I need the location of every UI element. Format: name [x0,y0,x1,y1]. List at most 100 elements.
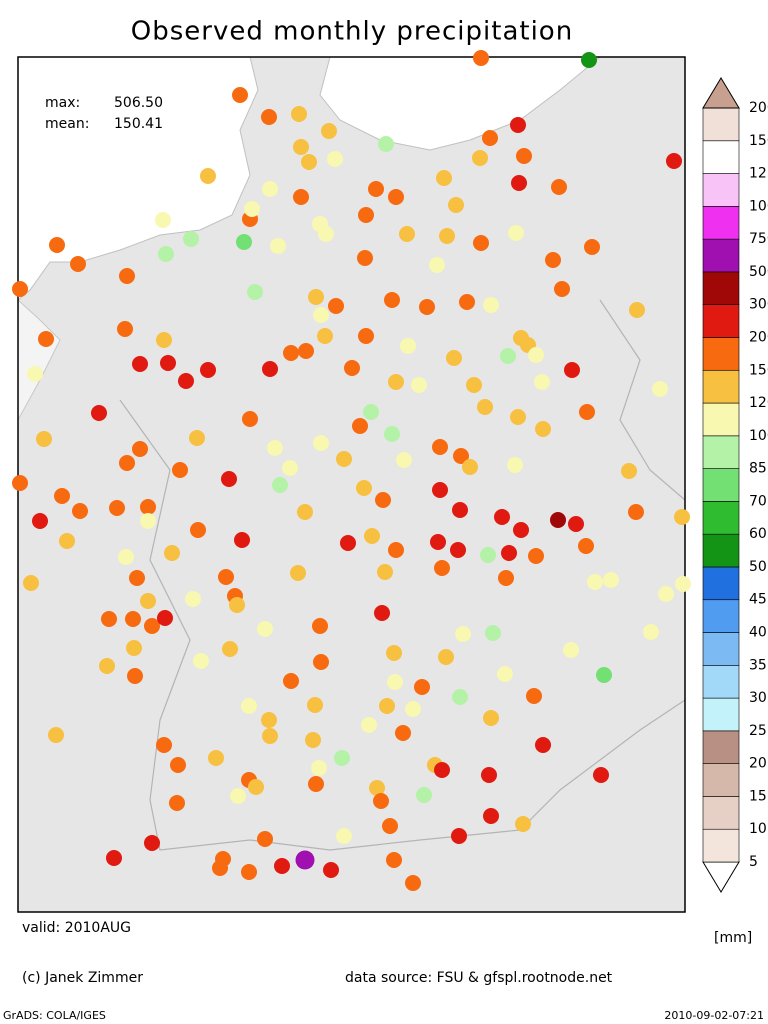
station-dot [293,139,309,155]
title: Observed monthly precipitation [131,17,573,47]
station-dot [545,252,561,268]
colorbar-box [702,435,740,469]
station-dot [432,439,448,455]
colorbar-label: 100 [749,428,768,444]
colorbar-label: 1000 [749,198,768,214]
station-dot [628,504,644,520]
station-dot [674,509,690,525]
station-dot [578,538,594,554]
station-dot [658,586,674,602]
colorbar-box [702,730,740,764]
colorbar-box [702,238,740,273]
station-dot [248,779,264,795]
station-dot [101,611,117,627]
station-dot [72,503,88,519]
station-dot [462,459,478,475]
map-frame [17,56,686,913]
stat-value: 150.41 [114,116,163,132]
station-dot [156,332,172,348]
station-dot [140,593,156,609]
station-dot [621,463,637,479]
station-dot [164,545,180,561]
station-dot [70,256,86,272]
station-dot [144,835,160,851]
station-dot [497,666,513,682]
colorbar-label: 25 [749,723,767,739]
station-dot [262,728,278,744]
station-dot [379,698,395,714]
colorbar-box [702,369,740,404]
station-dot [127,668,143,684]
station-dot [356,480,372,496]
station-dot [472,150,488,166]
border-lines [119,299,686,851]
stat-value: 506.50 [114,95,163,111]
station-dot [23,575,39,591]
station-dot [368,181,384,197]
colorbar-label: 85 [749,461,767,477]
station-dot [400,338,416,354]
colorbar-box [702,697,740,732]
station-dot [160,355,176,371]
station-dot [629,302,645,318]
station-dot [178,373,194,389]
station-dot [581,52,597,68]
colorbar-label: 750 [749,231,768,247]
station-dot [54,488,70,504]
station-dot [414,679,430,695]
colorbar-box [702,271,740,305]
station-dot [439,228,455,244]
stat-label: mean: [45,116,89,132]
colorbar-box [702,796,740,830]
colorbar-label: 120 [749,395,768,411]
station-dot [156,737,172,753]
station-dot [241,698,257,714]
unit: [mm] [714,930,752,946]
station-dot [155,212,171,228]
station-dot [293,189,309,205]
station-dot [311,760,327,776]
station-dot [535,737,551,753]
colorbar-box [702,304,740,338]
station-dot [551,179,567,195]
station-dot [169,795,185,811]
station-dot [140,513,156,529]
station-dot [388,189,404,205]
colorbar-label: 200 [749,329,768,345]
stat-label: max: [45,95,80,111]
station-dot [247,284,263,300]
colorbar-box [702,599,740,633]
station-dot [450,542,466,558]
station-dot [340,535,356,551]
station-dot [593,767,609,783]
station-dot [453,448,469,464]
station-dot [267,440,283,456]
valid-date: valid: 2010AUG [22,920,131,936]
station-dot [282,460,298,476]
station-dot [501,545,517,561]
station-dot [643,624,659,640]
colorbar-label: 40 [749,625,767,641]
station-dot [38,331,54,347]
station-dot [452,689,468,705]
station-dot [48,727,64,743]
station-dot [234,532,250,548]
station-dot [363,404,379,420]
station-dot [312,618,328,634]
station-dot [193,653,209,669]
station-dot [212,860,228,876]
station-dot [126,640,142,656]
station-dot [119,268,135,284]
station-dot [183,231,199,247]
station-dot [455,626,471,642]
station-dot [229,597,245,613]
station-dot [12,281,28,297]
station-dot [399,226,415,242]
station-dot [378,136,394,152]
station-dot [189,430,205,446]
station-dot [395,725,411,741]
colorbar-label: 20 [749,756,767,772]
colorbar-box [702,828,740,863]
station-dot [508,225,524,241]
